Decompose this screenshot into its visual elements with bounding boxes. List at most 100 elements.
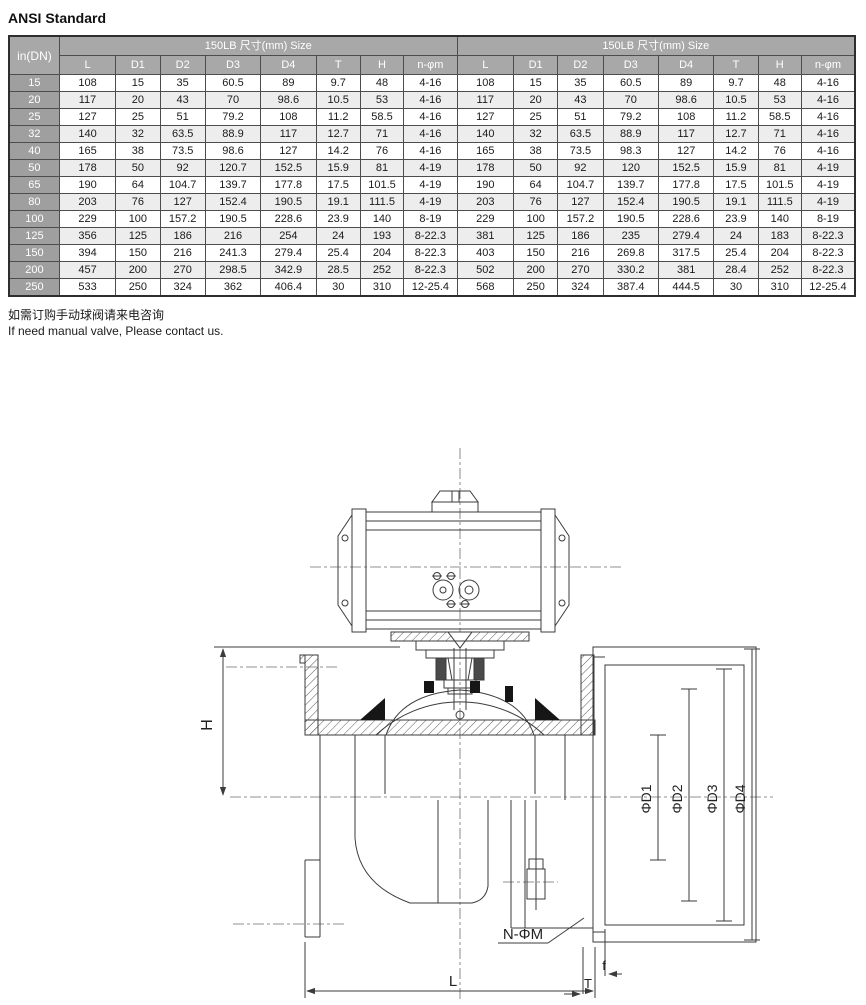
table-cell: 15: [115, 74, 161, 92]
table-cell: 10.5: [713, 91, 759, 109]
body-bowl: [354, 800, 489, 904]
table-cell: 73.5: [557, 142, 604, 160]
table-cell: 4-19: [403, 193, 458, 211]
column-header: L: [58, 55, 117, 75]
row-label: 20: [8, 91, 60, 109]
table-cell: 216: [557, 244, 604, 262]
table-cell: 30: [315, 278, 361, 297]
table-cell: 104.7: [557, 176, 604, 194]
table-cell: 79.2: [204, 108, 262, 126]
actuator-end-cap-right: [540, 508, 556, 633]
table-cell: 4-16: [800, 91, 856, 109]
table-cell: 14.2: [713, 142, 759, 160]
body-top-flange: [304, 719, 596, 736]
table-cell: 229: [456, 210, 514, 228]
table-cell: 51: [159, 108, 206, 126]
row-label: 80: [8, 193, 60, 211]
table-cell: 120.7: [204, 159, 262, 177]
row-label: 65: [8, 176, 60, 194]
table-cell: 4-19: [403, 159, 458, 177]
table-cell: 64: [512, 176, 559, 194]
note-chinese: 如需订购手动球阀请来电咨询: [8, 308, 165, 322]
column-header: D3: [602, 55, 659, 75]
table-cell: 324: [159, 278, 206, 297]
table-cell: 4-16: [800, 108, 856, 126]
table-cell: 60.5: [602, 74, 659, 92]
d3-label: ΦD3: [704, 784, 720, 813]
table-row: 40 165 38 73.5 98.6 127 14.2 76 4-16 165 38 73.5 98.…: [8, 142, 856, 160]
table-cell: 127: [260, 142, 317, 160]
table-cell: 4-16: [800, 142, 856, 160]
table-cell: 25: [115, 108, 161, 126]
table-cell: 108: [58, 74, 117, 92]
table-cell: 38: [512, 142, 559, 160]
table-cell: 111.5: [757, 193, 802, 211]
table-cell: 50: [512, 159, 559, 177]
table-cell: 4-19: [800, 176, 856, 194]
table-row: 150 394 150 216 241.3 279.4 25.4 204 8-22.3 403 15…: [8, 244, 856, 262]
table-cell: 76: [115, 193, 161, 211]
body-seal: [505, 686, 513, 702]
table-cell: 24: [713, 227, 759, 245]
column-header: D4: [657, 55, 715, 75]
table-row: 25 127 25 51 79.2 108 11.2 58.5 4-16 127 25 51 79.2 1…: [8, 108, 856, 126]
table-body: 15 108 15 35 60.5 89 9.7 48 4-16 108 15 35 60.5 89 9.7…: [8, 74, 856, 297]
table-cell: 32: [115, 125, 161, 143]
n-phi-m-label: N-ΦM: [503, 926, 543, 943]
table-cell: 14.2: [315, 142, 361, 160]
table-cell: 70: [204, 91, 262, 109]
table-cell: 270: [159, 261, 206, 279]
seat-seal-right: [535, 698, 560, 720]
table-cell: 139.7: [602, 176, 659, 194]
table-cell: 58.5: [359, 108, 405, 126]
table-cell: 20: [115, 91, 161, 109]
column-header: D2: [557, 55, 604, 75]
body-seal: [470, 681, 480, 693]
table-cell: 186: [557, 227, 604, 245]
table-cell: 71: [757, 125, 802, 143]
table-cell: 17.5: [315, 176, 361, 194]
table-cell: 310: [757, 278, 802, 297]
dimension-labels: H ΦD1 ΦD2 ΦD3 ΦD4 N-ΦM L T f: [199, 719, 748, 991]
bonnet-assembly: [390, 631, 530, 720]
table-cell: 270: [557, 261, 604, 279]
table-cell: 92: [159, 159, 206, 177]
table-cell: 298.5: [204, 261, 262, 279]
table-cell: 25: [512, 108, 559, 126]
row-label: 150: [8, 244, 60, 262]
flange-outline: [592, 646, 757, 943]
column-header: T: [315, 55, 361, 75]
table-cell: 157.2: [557, 210, 604, 228]
table-row: 15 108 15 35 60.5 89 9.7 48 4-16 108 15 35 60.5 89 9.7…: [8, 74, 856, 92]
table-cell: 43: [159, 91, 206, 109]
table-row: 125 356 125 186 216 254 24 193 8-22.3 381 125 186 23…: [8, 227, 856, 245]
table-cell: 100: [512, 210, 559, 228]
table-cell: 30: [713, 278, 759, 297]
table-cell: 88.9: [602, 125, 659, 143]
d1-label: ΦD1: [638, 784, 654, 813]
page-title: ANSI Standard: [8, 10, 107, 26]
flange-end-view: [592, 646, 757, 943]
table-cell: 140: [359, 210, 405, 228]
table-cell: 457: [58, 261, 117, 279]
table-cell: 254: [260, 227, 317, 245]
table-cell: 35: [159, 74, 206, 92]
table-cell: 8-22.3: [403, 227, 458, 245]
table-cell: 250: [115, 278, 161, 297]
column-header: n-φm: [800, 55, 856, 75]
table-cell: 15.9: [713, 159, 759, 177]
table-cell: 203: [58, 193, 117, 211]
table-cell: 381: [657, 261, 715, 279]
n-phi-m-leader: [547, 917, 585, 944]
group-header-right: 150LB 尺寸(mm) Size: [456, 35, 856, 56]
table-cell: 76: [757, 142, 802, 160]
right-flange: [580, 654, 595, 736]
table-cell: 190.5: [657, 193, 715, 211]
table-cell: 229: [58, 210, 117, 228]
row-label: 25: [8, 108, 60, 126]
table-cell: 48: [757, 74, 802, 92]
table-cell: 165: [456, 142, 514, 160]
dimensions: [214, 646, 760, 998]
table-cell: 203: [456, 193, 514, 211]
table-cell: 178: [456, 159, 514, 177]
